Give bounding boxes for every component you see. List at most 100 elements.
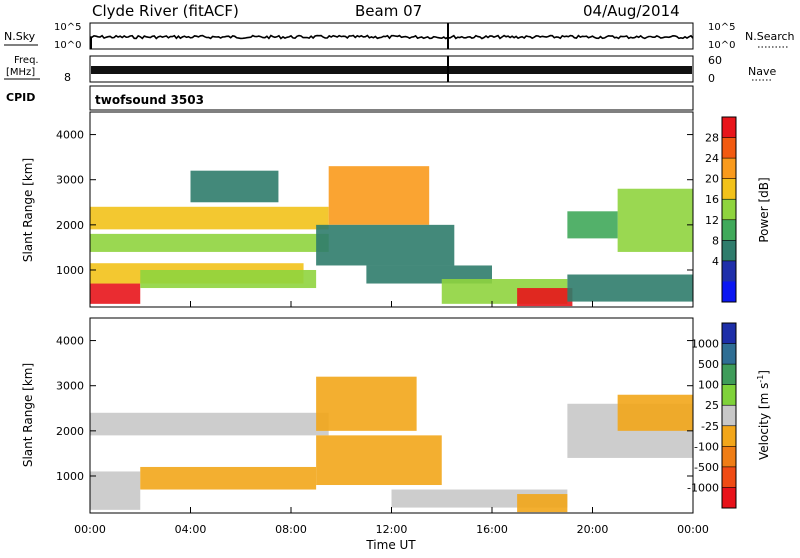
velocity-colorbar-swatch-8 <box>722 487 736 509</box>
velocity-ytick-label-1000: 1000 <box>56 470 84 483</box>
power-colorbar-swatch-5 <box>722 219 736 241</box>
power-ytick-label-1000: 1000 <box>56 264 84 277</box>
velocity-colorbar-label-0: 1000 <box>691 338 719 351</box>
xtick-label-2: 08:00 <box>275 523 307 536</box>
power-colorbar-label-6: 4 <box>712 255 719 268</box>
power-colorbar-swatch-3 <box>722 178 736 200</box>
nsky-tick-top: 10^5 <box>54 22 81 33</box>
power-colorbar-swatch-6 <box>722 240 736 262</box>
power-colorbar-label: Power [dB] <box>757 177 771 242</box>
velocity-region-3 <box>316 376 417 431</box>
velocity-ylabel: Slant Range [km] <box>21 363 35 467</box>
velocity-ytick-label-4000: 4000 <box>56 335 84 348</box>
velocity-ytick-label-2000: 2000 <box>56 425 84 438</box>
nave-tick-bottom: 0 <box>708 72 715 85</box>
power-region-13 <box>567 211 618 239</box>
velocity-region-2 <box>140 466 317 490</box>
power-y-axis: 1000 2000 3000 4000 <box>56 129 693 277</box>
velocity-y-axis: 1000 2000 3000 4000 <box>56 335 693 483</box>
xtick-label-6: 00:00 <box>677 523 709 536</box>
velocity-colorbar-label-2: 100 <box>698 379 719 392</box>
power-region-6 <box>328 166 430 225</box>
power-colorbar-frame <box>721 116 737 303</box>
velocity-region-1 <box>90 412 329 436</box>
date-title: 04/Aug/2014 <box>583 2 680 20</box>
velocity-region-0 <box>90 471 141 510</box>
velocity-colorbar-swatch-5 <box>722 425 736 447</box>
power-ytick-label-3000: 3000 <box>56 174 84 187</box>
power-region-7 <box>316 224 455 266</box>
velocity-colorbar-swatch-3 <box>722 384 736 406</box>
power-colorbar-swatch-0 <box>722 117 736 139</box>
nsearch-label: N.Search <box>745 30 795 43</box>
cpid-value: twofsound 3503 <box>95 93 204 107</box>
power-colorbar-label-0: 28 <box>705 132 719 145</box>
xtick-label-4: 16:00 <box>476 523 508 536</box>
velocity-colorbar-swatch-0 <box>722 323 736 345</box>
power-colorbar-label-4: 12 <box>705 214 719 227</box>
power-ylabel: Slant Range [km] <box>21 158 35 262</box>
power-colorbar-label-2: 20 <box>705 173 719 186</box>
velocity-colorbar-swatch-6 <box>722 446 736 468</box>
freq-unit: [MHz] <box>6 67 35 78</box>
freq-label: Freq. <box>14 55 39 66</box>
x-axis-label: Time UT <box>365 538 416 552</box>
power-colorbar-swatch-7 <box>722 260 736 282</box>
power-colorbar-swatch-4 <box>722 199 736 221</box>
velocity-colorbar-label-3: 25 <box>705 399 719 412</box>
nsky-label: N.Sky <box>4 30 36 43</box>
xtick-label-3: 12:00 <box>376 523 408 536</box>
cpid-label: CPID <box>6 91 35 104</box>
power-region-11 <box>567 274 693 302</box>
xtick-label-1: 04:00 <box>175 523 207 536</box>
power-colorbar-label-3: 16 <box>705 193 719 206</box>
beam-title: Beam 07 <box>355 2 422 20</box>
power-colorbar-label-1: 24 <box>705 152 719 165</box>
power-heatmap <box>90 166 693 307</box>
power-region-10 <box>517 288 573 307</box>
power-region-3 <box>90 233 329 252</box>
power-colorbar-swatch-8 <box>722 281 736 303</box>
velocity-region-8 <box>617 394 693 431</box>
velocity-colorbar-frame <box>721 322 737 509</box>
power-region-5 <box>190 170 279 203</box>
velocity-ytick-label-3000: 3000 <box>56 380 84 393</box>
velocity-colorbar-label-4: -25 <box>701 420 719 433</box>
freq-nave-band <box>91 66 692 74</box>
velocity-region-4 <box>316 435 442 486</box>
velocity-colorbar: 1000 500 100 25 -25 -100 -500 -1000 <box>687 322 737 509</box>
velocity-heatmap <box>90 376 693 513</box>
velocity-colorbar-label-5: -100 <box>694 440 719 453</box>
station-title: Clyde River (fitACF) <box>92 2 239 20</box>
nsky-strip-frame <box>89 22 694 50</box>
velocity-colorbar-swatch-2 <box>722 364 736 386</box>
power-colorbar-label-5: 8 <box>712 234 719 247</box>
velocity-colorbar-label-1: 500 <box>698 358 719 371</box>
velocity-colorbar-label: Velocity [m s-1] <box>756 370 771 460</box>
power-colorbar: 28 24 20 16 12 8 4 <box>705 116 737 303</box>
power-region-12 <box>617 188 693 252</box>
freq-tick: 8 <box>64 71 71 84</box>
nsearch-tick-bottom: 10^0 <box>708 40 735 51</box>
nave-tick-top: 60 <box>708 54 722 67</box>
nsky-tick-bottom: 10^0 <box>54 40 81 51</box>
velocity-colorbar-label-7: -1000 <box>687 481 719 494</box>
velocity-colorbar-swatch-1 <box>722 343 736 365</box>
velocity-colorbar-swatch-4 <box>722 405 736 427</box>
xtick-label-0: 00:00 <box>74 523 106 536</box>
velocity-colorbar-swatch-7 <box>722 466 736 488</box>
power-colorbar-swatch-2 <box>722 158 736 180</box>
power-region-4 <box>90 206 329 230</box>
velocity-region-6 <box>517 494 568 513</box>
nave-label: Nave <box>748 65 776 78</box>
nsky-line <box>89 34 694 40</box>
cpid-strip-frame <box>89 85 694 111</box>
power-ytick-label-4000: 4000 <box>56 129 84 142</box>
velocity-colorbar-label-6: -500 <box>694 461 719 474</box>
freq-strip-frame <box>89 55 694 83</box>
power-ytick-label-2000: 2000 <box>56 219 84 232</box>
power-region-2 <box>140 269 317 289</box>
nsearch-tick-top: 10^5 <box>708 22 735 33</box>
